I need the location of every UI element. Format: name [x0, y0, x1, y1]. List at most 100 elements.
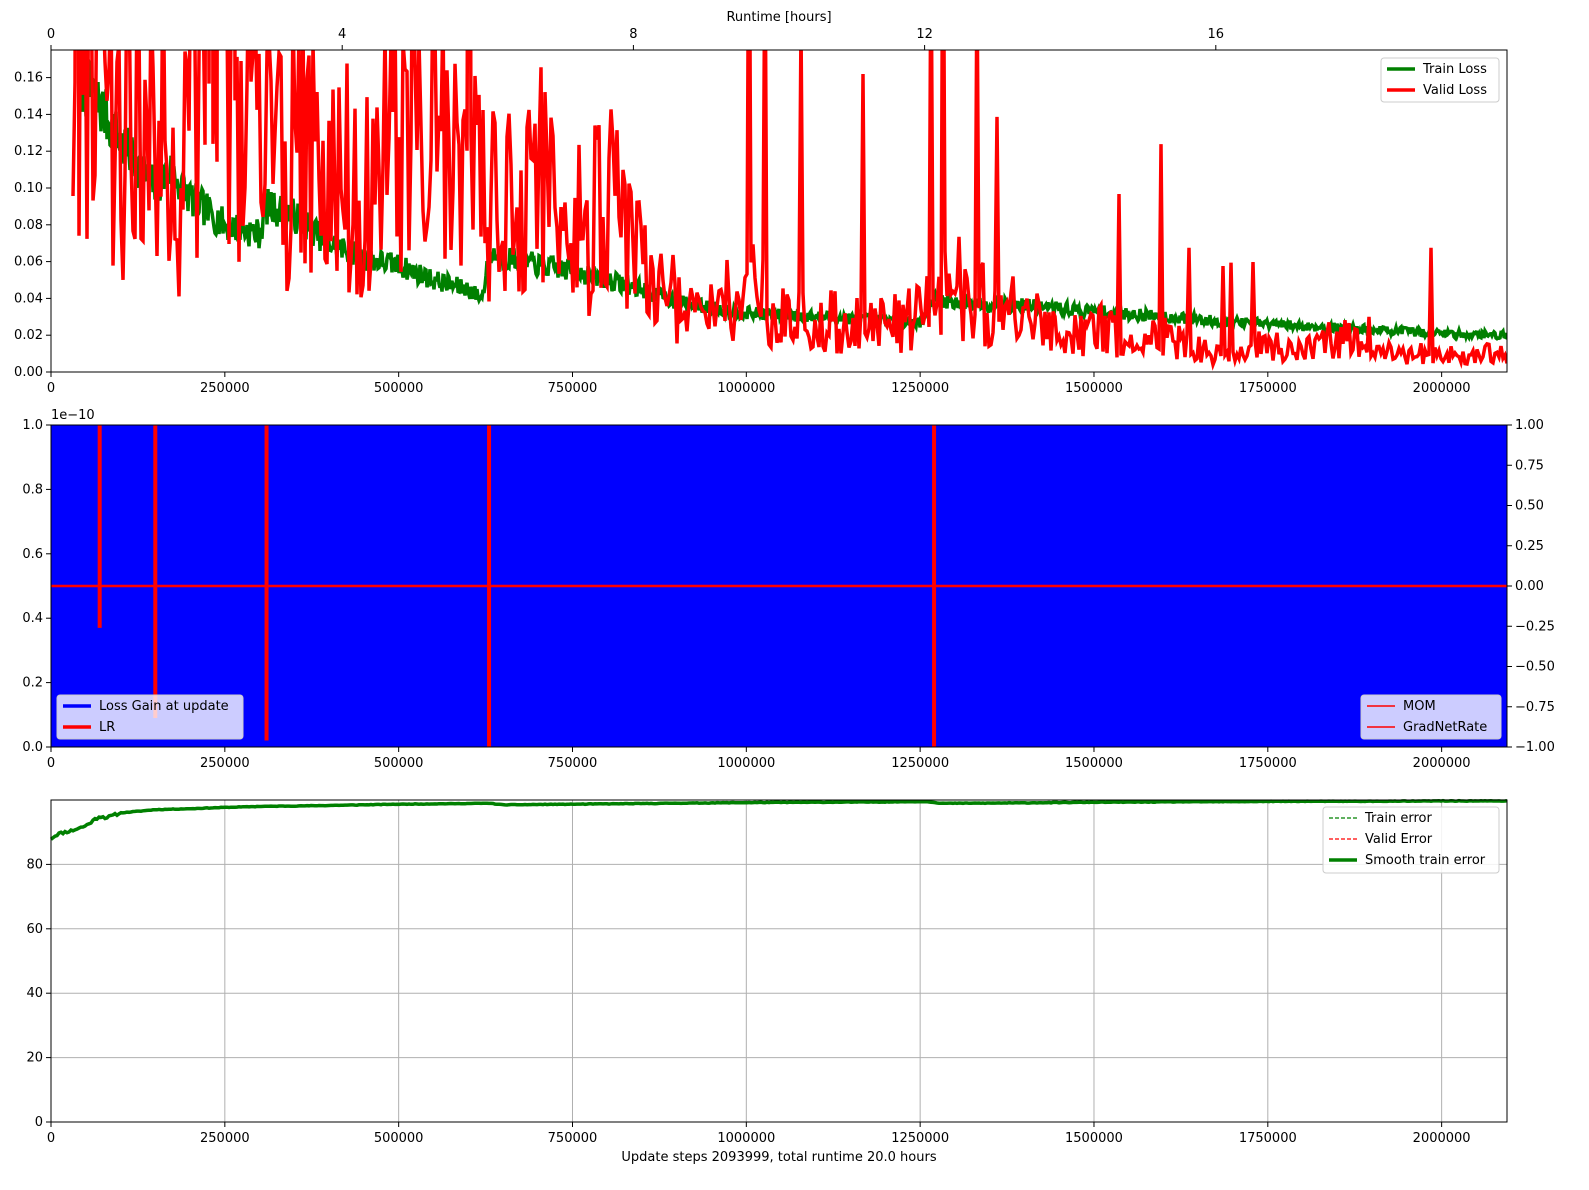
loss-x-tick-label: 500000	[374, 381, 424, 396]
error-plot-area	[51, 800, 1507, 1122]
lr-y-tick-label: 0.2	[22, 676, 43, 691]
lr-x-tick-label: 1750000	[1239, 756, 1297, 771]
error-x-tick-label: 750000	[548, 1131, 598, 1146]
lr-right-tick-label: −1.00	[1515, 740, 1555, 755]
loss-x-tick-label: 250000	[200, 381, 250, 396]
error-x-tick-label: 250000	[200, 1131, 250, 1146]
loss-legend-label: Train Loss	[1422, 62, 1487, 77]
lr-x-tick-label: 0	[47, 756, 55, 771]
error-x-tick-label: 1500000	[1065, 1131, 1123, 1146]
error-x-tick-label: 500000	[374, 1131, 424, 1146]
lr-y-tick-label: 1.0	[22, 418, 43, 433]
loss-x-tick-label: 1750000	[1239, 381, 1297, 396]
lr-series-layer	[51, 425, 1507, 747]
lr-panel: 0 250000 500000 750000 1000000 1250000 1500000…	[22, 408, 1555, 771]
runtime-top-ticks: 0 4 8 12 16	[47, 27, 1224, 50]
loss-x-ticks: 0 250000 500000 750000 1000000 1250000 1500000…	[47, 372, 1471, 396]
error-legend-label: Train error	[1364, 811, 1432, 826]
lr-x-ticks: 0 250000 500000 750000 1000000 1250000 1500000…	[47, 747, 1471, 771]
error-x-ticks: 0 250000 500000 750000 1000000 1250000 1500000…	[47, 1122, 1471, 1146]
lr-y-tick-label: 0.8	[22, 482, 43, 497]
error-y-ticks: 0 20 40 60 80	[26, 857, 51, 1130]
runtime-axis-label: Runtime [hours]	[726, 10, 831, 25]
error-y-tick-label: 40	[26, 986, 43, 1001]
runtime-tick-label: 12	[916, 27, 933, 42]
lr-x-tick-label: 1250000	[891, 756, 949, 771]
lr-x-tick-label: 1000000	[717, 756, 775, 771]
loss-y-tick-label: 0.14	[14, 107, 43, 122]
lr-right-tick-label: −0.75	[1515, 700, 1555, 715]
loss-y-ticks: 0.00 0.02 0.04 0.06 0.08 0.10 0.12 0.14 0.16	[14, 71, 51, 380]
lr-y-tick-label: 0.6	[22, 547, 43, 562]
loss-y-tick-label: 0.00	[14, 365, 43, 380]
series-train-loss	[77, 52, 1507, 344]
error-x-tick-label: 1250000	[891, 1131, 949, 1146]
loss-panel: 0 250000 500000 750000 1000000 1250000 1500000…	[14, 10, 1508, 396]
loss-y-tick-label: 0.16	[14, 71, 43, 86]
runtime-tick-label: 16	[1208, 27, 1225, 42]
series-valid-loss	[71, 50, 1507, 371]
lr-legend-right-box	[1360, 694, 1502, 740]
error-y-tick-label: 60	[26, 922, 43, 937]
lr-right-tick-label: −0.25	[1515, 619, 1555, 634]
loss-y-tick-label: 0.06	[14, 255, 43, 270]
error-x-tick-label: 1750000	[1239, 1131, 1297, 1146]
lr-legend-label: Loss Gain at update	[99, 699, 229, 714]
lr-right-tick-label: 0.00	[1515, 579, 1544, 594]
lr-legend-label: MOM	[1403, 699, 1436, 714]
loss-series-layer	[71, 50, 1507, 371]
error-panel: 0 250000 500000 750000 1000000 1250000 1500000…	[26, 798, 1508, 1165]
lr-right-tick-label: 0.50	[1515, 499, 1544, 514]
runtime-tick-label: 8	[629, 27, 637, 42]
loss-y-tick-label: 0.12	[14, 144, 43, 159]
error-legend: Train error Valid Error Smooth train error	[1322, 806, 1500, 874]
lr-right-tick-label: 1.00	[1515, 418, 1544, 433]
lr-x-tick-label: 2000000	[1413, 756, 1471, 771]
lr-x-tick-label: 1500000	[1065, 756, 1123, 771]
error-y-tick-label: 20	[26, 1051, 43, 1066]
loss-legend-label: Valid Loss	[1423, 83, 1487, 98]
error-legend-box	[1322, 806, 1500, 874]
loss-plot-frame	[50, 49, 1508, 373]
lr-x-tick-label: 750000	[548, 756, 598, 771]
lr-right-tick-label: 0.75	[1515, 458, 1544, 473]
loss-x-tick-label: 750000	[548, 381, 598, 396]
lr-legend-left-box	[56, 694, 244, 740]
error-y-tick-label: 80	[26, 857, 43, 872]
loss-x-tick-label: 1000000	[717, 381, 775, 396]
lr-right-tick-label: −0.50	[1515, 660, 1555, 675]
lr-legend-right: MOM GradNetRate	[1360, 694, 1502, 740]
lr-y-offset-label: 1e−10	[51, 408, 95, 423]
loss-y-tick-label: 0.02	[14, 328, 43, 343]
error-legend-label: Valid Error	[1365, 832, 1433, 847]
loss-legend: Train Loss Valid Loss	[1380, 57, 1500, 103]
lr-legend-left: Loss Gain at update LR	[56, 694, 244, 740]
loss-y-tick-label: 0.10	[14, 181, 43, 196]
error-plot-frame	[50, 799, 1508, 1123]
loss-x-tick-label: 1250000	[891, 381, 949, 396]
error-series-layer	[49, 798, 1508, 841]
lr-legend-label: GradNetRate	[1403, 720, 1487, 735]
series-smooth-train-error	[49, 798, 1508, 841]
lr-y-ticks: 0.0 0.2 0.4 0.6 0.8 1.0	[22, 418, 51, 755]
error-y-tick-label: 0	[35, 1115, 43, 1130]
runtime-tick-label: 4	[338, 27, 346, 42]
lr-y-tick-label: 0.4	[22, 611, 43, 626]
loss-y-tick-label: 0.08	[14, 218, 43, 233]
error-x-tick-label: 1000000	[717, 1131, 775, 1146]
loss-x-tick-label: 1500000	[1065, 381, 1123, 396]
loss-y-tick-label: 0.04	[14, 291, 43, 306]
error-x-tick-label: 0	[47, 1131, 55, 1146]
loss-x-tick-label: 2000000	[1413, 381, 1471, 396]
runtime-tick-label: 0	[47, 27, 55, 42]
lr-right-tick-label: 0.25	[1515, 539, 1544, 554]
lr-x-tick-label: 250000	[200, 756, 250, 771]
lr-right-ticks: −1.00 −0.75 −0.50 −0.25 0.00 0.25 0.50 0.75 1.00	[1507, 418, 1555, 755]
error-legend-label: Smooth train error	[1365, 853, 1486, 868]
lr-y-tick-label: 0.0	[22, 740, 43, 755]
lr-x-tick-label: 500000	[374, 756, 424, 771]
lr-legend-label: LR	[99, 720, 115, 735]
error-x-axis-label: Update steps 2093999, total runtime 20.0…	[621, 1150, 936, 1165]
error-x-tick-label: 2000000	[1413, 1131, 1471, 1146]
